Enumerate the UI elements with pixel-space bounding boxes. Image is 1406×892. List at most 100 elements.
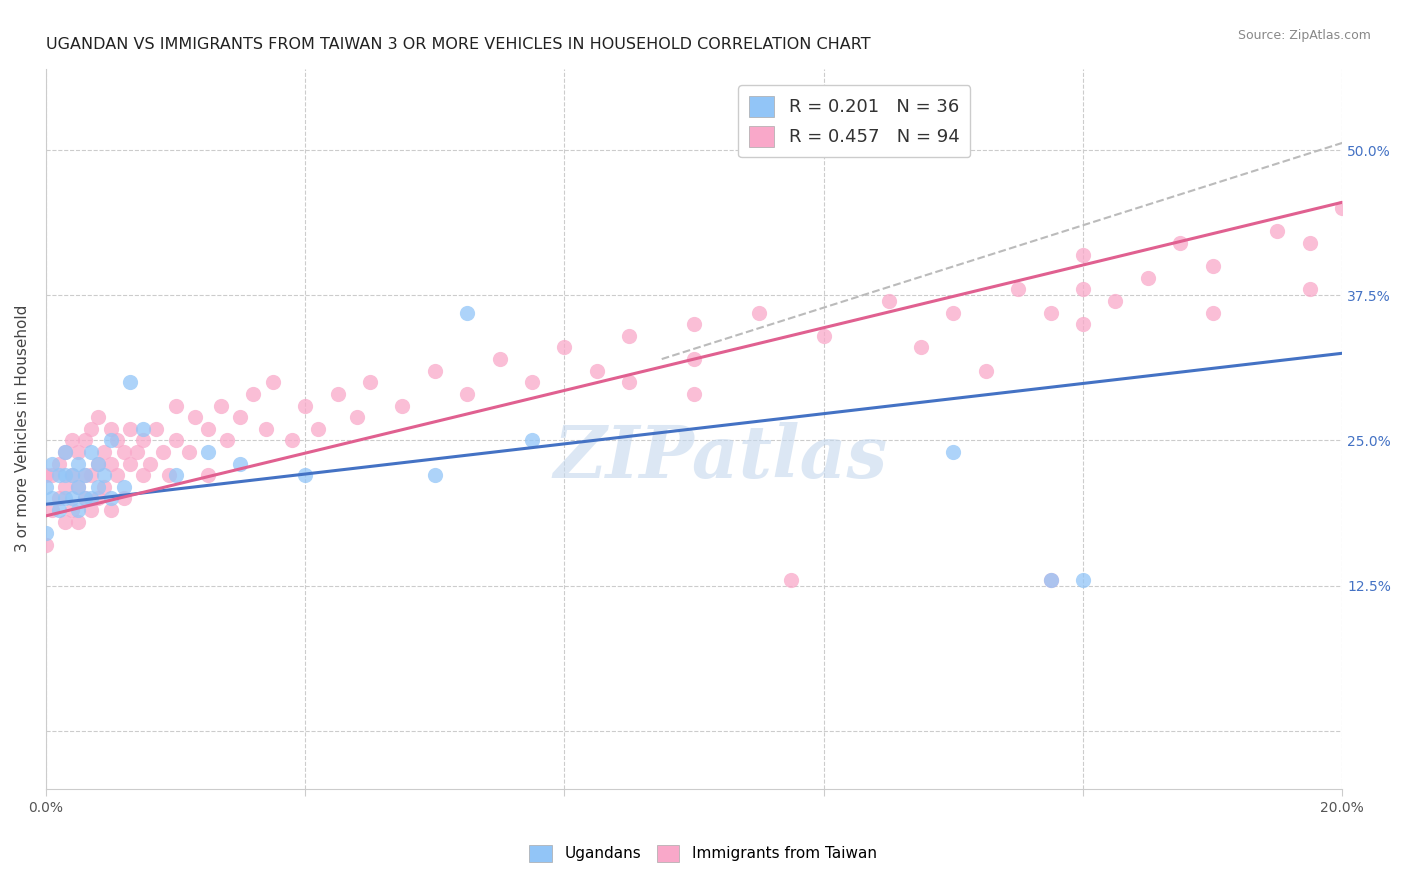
Point (67, 480, 90, 494)
Point (112, 491, 135, 506)
Point (1039, 573, 1062, 587)
Point (294, 468, 316, 483)
Point (87, 491, 110, 506)
Point (55, 445, 77, 459)
Point (1007, 282, 1029, 296)
Point (152, 445, 174, 459)
Point (80, 503, 103, 517)
Point (132, 422, 155, 436)
Point (1267, 224, 1289, 238)
Point (359, 376, 381, 390)
Point (48, 503, 70, 517)
Point (326, 387, 349, 401)
Point (1104, 293, 1126, 308)
Point (391, 399, 413, 413)
Point (55, 480, 77, 494)
Point (520, 376, 543, 390)
Point (41, 503, 63, 517)
Point (80, 445, 103, 459)
Point (55, 445, 77, 459)
Point (1071, 573, 1094, 587)
Point (41, 468, 63, 483)
Point (229, 410, 252, 425)
Point (80, 491, 103, 506)
Point (456, 387, 478, 401)
Point (683, 352, 706, 367)
Point (48, 468, 70, 483)
Point (1071, 317, 1094, 331)
Point (942, 445, 965, 459)
Point (73, 434, 96, 448)
Point (120, 376, 142, 390)
Point (100, 434, 122, 448)
Text: UGANDAN VS IMMIGRANTS FROM TAIWAN 3 OR MORE VEHICLES IN HOUSEHOLD CORRELATION CH: UGANDAN VS IMMIGRANTS FROM TAIWAN 3 OR M… (46, 37, 870, 53)
Point (125, 445, 148, 459)
Point (93, 445, 115, 459)
Point (520, 434, 543, 448)
Point (55, 515, 77, 529)
Point (73, 468, 96, 483)
Point (242, 387, 264, 401)
Point (55, 491, 77, 506)
Point (67, 457, 90, 471)
Text: Source: ZipAtlas.com: Source: ZipAtlas.com (1237, 29, 1371, 42)
Point (281, 434, 304, 448)
Point (586, 364, 609, 378)
Point (35, 538, 58, 552)
Point (60, 468, 83, 483)
Point (145, 422, 167, 436)
Point (93, 480, 115, 494)
Point (1071, 282, 1094, 296)
Point (100, 491, 122, 506)
Point (60, 503, 83, 517)
Point (80, 422, 103, 436)
Point (217, 434, 239, 448)
Point (35, 468, 58, 483)
Point (87, 410, 110, 425)
Point (138, 457, 160, 471)
Point (48, 457, 70, 471)
Point (157, 468, 180, 483)
Point (942, 305, 965, 319)
Point (120, 457, 142, 471)
Point (112, 445, 135, 459)
Point (1136, 270, 1159, 285)
Point (165, 399, 187, 413)
Point (93, 468, 115, 483)
Point (87, 457, 110, 471)
Point (67, 503, 90, 517)
Point (197, 422, 219, 436)
Point (80, 468, 103, 483)
Point (73, 491, 96, 506)
Point (1039, 305, 1062, 319)
Point (73, 468, 96, 483)
Point (197, 445, 219, 459)
Point (60, 434, 83, 448)
Point (1039, 573, 1062, 587)
Point (262, 376, 284, 390)
Point (813, 329, 835, 343)
Point (346, 410, 368, 425)
Point (105, 468, 128, 483)
Point (619, 376, 641, 390)
Point (1168, 235, 1191, 250)
Point (48, 491, 70, 506)
Point (67, 480, 90, 494)
Point (165, 434, 187, 448)
Point (67, 515, 90, 529)
Point (55, 468, 77, 483)
Point (177, 445, 200, 459)
Point (1201, 305, 1223, 319)
Text: ZIPatlas: ZIPatlas (553, 422, 887, 493)
Point (294, 399, 316, 413)
Point (683, 387, 706, 401)
Point (254, 422, 277, 436)
Point (209, 399, 232, 413)
Point (1299, 235, 1322, 250)
Point (553, 341, 575, 355)
Point (488, 352, 510, 367)
Point (780, 573, 803, 587)
Point (683, 317, 706, 331)
Point (307, 422, 329, 436)
Point (132, 468, 155, 483)
